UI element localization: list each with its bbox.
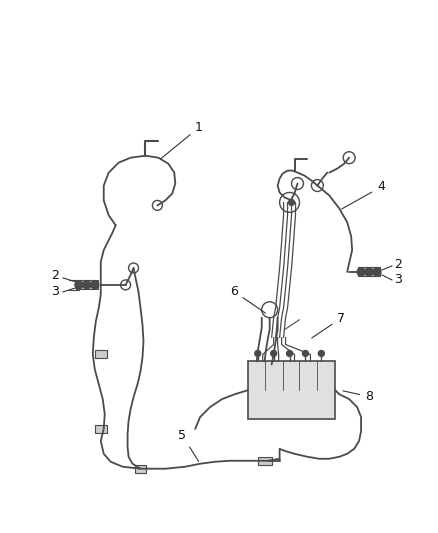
Text: 1: 1 bbox=[161, 121, 203, 159]
Text: 3: 3 bbox=[394, 273, 402, 286]
Bar bbox=[258, 457, 272, 465]
Bar bbox=[358, 268, 380, 277]
Bar bbox=[95, 351, 107, 358]
Bar bbox=[134, 465, 146, 473]
Circle shape bbox=[91, 281, 99, 289]
Circle shape bbox=[289, 199, 294, 205]
Text: 6: 6 bbox=[230, 285, 265, 313]
Circle shape bbox=[286, 351, 293, 357]
Text: 5: 5 bbox=[178, 429, 199, 462]
Text: 2: 2 bbox=[394, 257, 402, 271]
Circle shape bbox=[365, 268, 373, 276]
Text: 2: 2 bbox=[51, 270, 59, 282]
Circle shape bbox=[357, 268, 365, 276]
Text: 7: 7 bbox=[312, 312, 345, 338]
Circle shape bbox=[373, 268, 381, 276]
Circle shape bbox=[318, 351, 324, 357]
Text: 4: 4 bbox=[342, 181, 385, 209]
Circle shape bbox=[75, 281, 83, 289]
Circle shape bbox=[83, 281, 91, 289]
Bar bbox=[248, 361, 335, 419]
Circle shape bbox=[303, 351, 308, 357]
Circle shape bbox=[255, 351, 261, 357]
Text: 8: 8 bbox=[343, 390, 373, 403]
Text: 3: 3 bbox=[51, 285, 59, 298]
Bar bbox=[95, 425, 107, 433]
Bar bbox=[76, 280, 98, 289]
Circle shape bbox=[271, 351, 277, 357]
